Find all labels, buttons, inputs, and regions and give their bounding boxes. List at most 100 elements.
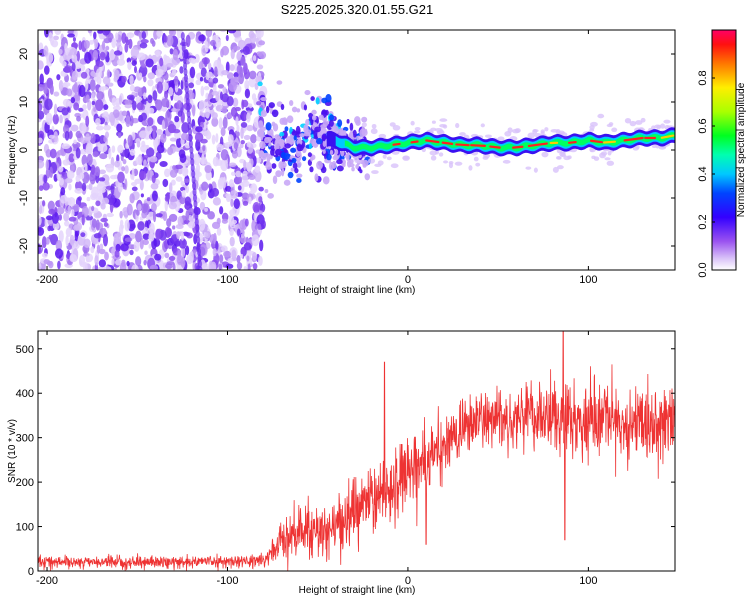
- spectrogram-noise-blob: [120, 224, 124, 230]
- spectrogram-noise-blob: [130, 46, 140, 59]
- spectrogram-noise-blob: [170, 179, 176, 186]
- spectrogram-noise-blob: [129, 84, 135, 92]
- spectrogram-noise-blob: [58, 214, 63, 221]
- spectrogram-signal-blob: [362, 159, 369, 167]
- spectrogram-signal-blob: [606, 123, 613, 128]
- spectrogram-noise-blob: [46, 261, 53, 266]
- spectrogram-noise-blob: [64, 220, 70, 227]
- spectrogram-noise-blob: [121, 166, 126, 172]
- spectrogram-noise-blob: [98, 188, 106, 194]
- spectrogram-noise-blob: [103, 37, 111, 44]
- spectrogram-noise-blob: [227, 257, 233, 264]
- spectrogram-noise-blob: [90, 132, 96, 145]
- spectrogram-noise-blob: [79, 122, 87, 134]
- spectrogram-noise-blob: [163, 54, 168, 62]
- spectrogram-noise-blob: [163, 71, 169, 81]
- spectrogram-noise-blob: [83, 39, 90, 49]
- spectrogram-noise-blob: [246, 141, 251, 148]
- spectrogram-noise-blob: [241, 99, 249, 108]
- spectrogram-noise-blob: [204, 41, 209, 53]
- spectrogram-noise-blob: [248, 103, 253, 109]
- spectrogram-signal-blob: [502, 159, 511, 164]
- spectrogram-signal-blob: [329, 114, 335, 121]
- spectrogram-noise-blob: [242, 45, 250, 56]
- spectrogram-noise-blob: [225, 263, 234, 269]
- spectrogram-noise-blob: [53, 35, 60, 41]
- spectrogram-noise-blob: [195, 126, 203, 133]
- spectrogram-noise-blob: [147, 72, 156, 80]
- spectrogram-track-peak: [470, 144, 487, 147]
- spectrogram-noise-blob: [242, 200, 249, 206]
- spectrogram-noise-blob: [187, 116, 192, 124]
- spectrogram-noise-blob: [191, 176, 196, 184]
- spectrogram-noise-blob: [168, 213, 178, 222]
- spectrogram-signal-blob: [431, 120, 436, 124]
- spectrogram-noise-blob: [184, 80, 189, 88]
- spectrogram-signal-blob: [294, 167, 299, 174]
- spectrogram-signal-blob: [341, 162, 346, 168]
- spectrogram-noise-blob: [186, 104, 191, 112]
- spectrogram-noise-blob: [243, 62, 248, 75]
- spectrogram-noise-blob: [240, 233, 245, 239]
- spectrogram-signal-blob: [290, 147, 297, 153]
- spectrogram-noise-blob: [85, 94, 90, 103]
- spectrogram-noise-blob: [235, 116, 239, 127]
- spectrogram-noise-blob: [95, 219, 100, 231]
- spectrogram-signal-blob: [632, 146, 639, 151]
- spectrogram-signal-blob: [291, 130, 298, 136]
- spectrogram-noise-blob: [150, 38, 155, 45]
- spectrogram-noise-blob: [175, 176, 183, 182]
- spectrogram-signal-blob: [274, 143, 280, 151]
- spectrogram-signal-blob: [284, 126, 289, 132]
- spectrogram-noise-blob: [101, 197, 110, 205]
- spectrogram-noise-blob: [76, 115, 81, 122]
- spectrogram-noise-blob: [114, 259, 122, 266]
- spectrogram-noise-blob: [220, 149, 229, 161]
- spectrogram-noise-blob: [254, 82, 259, 91]
- snr-frame: [37, 330, 676, 572]
- snr-y-tick-label: 0: [28, 566, 34, 578]
- spectrogram-noise-blob: [68, 153, 75, 163]
- spectrogram-noise-blob: [169, 137, 177, 142]
- spectrogram-noise-blob: [201, 181, 209, 191]
- spectrogram-signal-blob: [279, 117, 286, 125]
- spectrogram-signal-blob: [303, 104, 308, 111]
- spectrogram-noise-blob: [260, 219, 266, 230]
- spectrogram-signal-blob: [597, 113, 605, 119]
- spectrogram-noise-blob: [83, 238, 91, 248]
- spectrogram-signal-blob: [367, 158, 376, 164]
- spectrogram-noise-blob: [197, 254, 202, 262]
- spectrogram-noise-blob: [148, 222, 155, 235]
- spectrogram-noise-blob: [199, 201, 206, 211]
- spectrogram-signal-blob: [271, 121, 276, 127]
- spectrogram-noise-blob: [98, 259, 107, 268]
- spectrogram-noise-blob: [172, 225, 176, 230]
- spectrogram-signal-blob: [322, 176, 330, 185]
- spectrogram-signal-blob: [414, 130, 421, 134]
- spectrogram-noise-blob: [201, 263, 209, 270]
- spectrogram-signal-blob: [589, 146, 594, 153]
- spectrogram-noise-blob: [85, 133, 91, 144]
- snr-x-tick-label: -100: [216, 575, 238, 587]
- spectrogram-noise-blob: [85, 143, 92, 155]
- spectrogram-noise-blob: [228, 215, 235, 226]
- spectrogram-y-label: Frequency (Hz): [7, 116, 18, 185]
- spectrogram-signal-blob: [600, 151, 608, 156]
- spectrogram-y-tick-label: -20: [18, 238, 30, 254]
- spectrogram-noise-blob: [199, 157, 208, 165]
- spectrogram-track-peak: [392, 142, 401, 146]
- spectrogram-signal-blob: [336, 165, 344, 172]
- spectrogram-noise-blob: [135, 209, 140, 216]
- spectrogram-signal-blob: [264, 188, 269, 194]
- spectrogram-noise-blob: [108, 49, 116, 61]
- spectrogram-noise-blob: [65, 227, 72, 237]
- spectrogram-noise-blob: [250, 134, 257, 144]
- spectrogram-noise-blob: [96, 244, 101, 254]
- spectrogram-noise-blob: [236, 124, 240, 133]
- spectrogram-noise-blob: [143, 76, 147, 83]
- spectrogram-signal-blob: [272, 175, 278, 184]
- spectrogram-noise-blob: [101, 30, 111, 36]
- spectrogram-signal-blob: [374, 163, 382, 168]
- spectrogram-noise-blob: [215, 159, 223, 166]
- spectrogram-noise-blob: [100, 202, 106, 210]
